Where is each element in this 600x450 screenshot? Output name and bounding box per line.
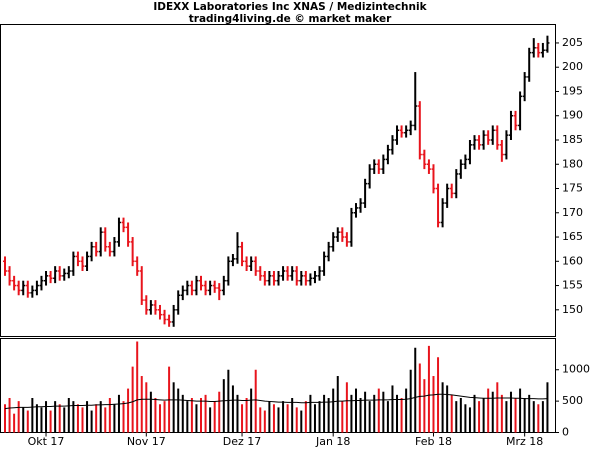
y-tick-label: 185 (562, 133, 583, 146)
y-tick-label: 180 (562, 157, 583, 170)
y-tick-label: 150 (562, 303, 583, 316)
y-tick-label: 205 (562, 36, 583, 49)
y-tick-label: 155 (562, 279, 583, 292)
y-tick-label: 200 (562, 60, 583, 73)
y-tick-label: 170 (562, 206, 583, 219)
y-tick-label: 175 (562, 182, 583, 195)
x-tick-label: Jan 18 (315, 435, 350, 448)
y2-tick-label: 1000 (562, 363, 590, 376)
chart-title: IDEXX Laboratories Inc XNAS / Medizintec… (153, 1, 427, 13)
volume-ma-line (4, 393, 548, 410)
y-tick-label: 160 (562, 254, 583, 267)
y2-tick-label: 500 (562, 394, 583, 407)
chart-subtitle: trading4living.de © market maker (189, 13, 392, 25)
price-panel (0, 24, 556, 337)
y2-tick-label: 0 (562, 426, 569, 439)
y-tick-label: 190 (562, 109, 583, 122)
y-tick-label: 165 (562, 230, 583, 243)
x-tick-label: Nov 17 (127, 435, 166, 448)
y-tick-label: 195 (562, 84, 583, 97)
x-tick-label: Dez 17 (223, 435, 262, 448)
x-tick-label: Feb 18 (415, 435, 452, 448)
x-tick-label: Okt 17 (28, 435, 65, 448)
x-tick-label: Mrz 18 (506, 435, 543, 448)
